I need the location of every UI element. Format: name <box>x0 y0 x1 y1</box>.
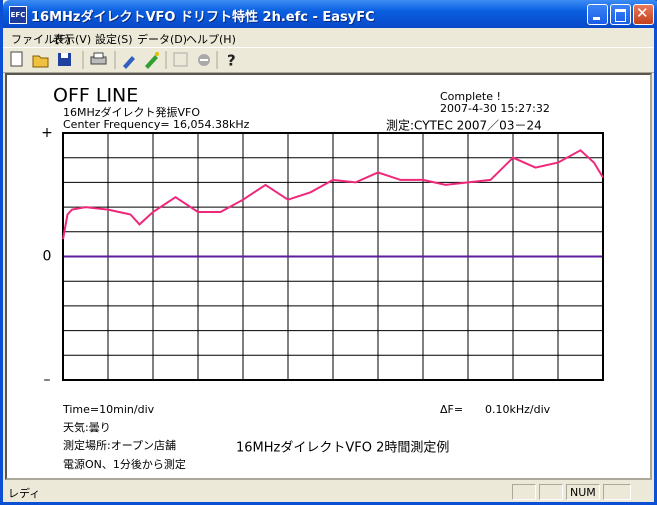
help-button[interactable]: ? <box>227 52 236 70</box>
status-num: NUM <box>566 484 600 500</box>
center-frequency: Center Frequency= 16,054.38kHz <box>63 118 250 131</box>
note: 天気:曇り <box>63 420 111 434</box>
caption: 16MHzダイレクトVFO 2時間測定例 <box>236 441 449 456</box>
menu-item[interactable]: 表示(V) <box>53 33 92 46</box>
y-axis-label: ΔF= <box>440 403 463 416</box>
print-button[interactable] <box>90 52 107 65</box>
app-icon: EFC <box>9 6 27 24</box>
status-text: Complete ! <box>440 90 501 103</box>
svg-text:?: ? <box>227 52 236 70</box>
menu-item[interactable]: データ(D) <box>137 33 188 46</box>
plot-frame <box>62 132 604 381</box>
edit-button[interactable] <box>145 52 159 69</box>
note: 測定場所:オープン店舗 <box>63 438 176 452</box>
subtitle: 16MHzダイレクト発振VFO <box>63 105 200 119</box>
y-tick-label: + <box>41 125 53 141</box>
status-bar: レディ NUM <box>3 482 654 502</box>
status-pane <box>512 484 536 500</box>
x-axis-label: Time=10min/div <box>62 403 155 416</box>
chart-title: OFF LINE <box>53 85 138 107</box>
y-tick-label: – <box>44 372 51 388</box>
save-button[interactable] <box>58 53 71 66</box>
y-scale: 0.10kHz/div <box>485 403 551 416</box>
menu-item[interactable]: ヘルプ(H) <box>186 33 236 46</box>
graph-button <box>173 52 188 67</box>
trace-line <box>62 149 604 240</box>
minimize-button[interactable] <box>587 4 608 25</box>
status-message: レディ <box>8 487 41 500</box>
toolbar-icons: ? <box>10 51 236 70</box>
title-bar: EFC 16MHzダイレクトVFO ドリフト特性 2h.efc - EasyFC… <box>3 0 657 28</box>
stop-button <box>198 54 210 66</box>
client-area: +0 – OFF LINE 16MHzダイレクト発振VFO Center Frequen… <box>5 73 652 480</box>
status-pane <box>539 484 563 500</box>
menu-item[interactable]: 設定(S) <box>95 33 133 46</box>
note: 電源ON、1分後から測定 <box>63 457 186 471</box>
measured-by: 測定:CYTEC 2007／03－24 <box>386 118 542 133</box>
menu-bar: ファイル(F) 表示(V) 設定(S) データ(D) ヘルプ(H) <box>3 28 654 46</box>
settings-button[interactable] <box>123 56 135 69</box>
status-pane <box>603 484 631 500</box>
maximize-button[interactable] <box>610 4 631 25</box>
y-tick-label: 0 <box>43 249 52 265</box>
close-button[interactable]: ✕ <box>633 4 654 25</box>
timestamp: 2007-4-30 15:27:32 <box>440 102 550 115</box>
new-button[interactable] <box>10 51 23 67</box>
menu-item[interactable]: ファイル(F) <box>11 33 70 46</box>
toolbar: ? <box>3 47 654 73</box>
open-button[interactable] <box>32 55 49 68</box>
window-title: 16MHzダイレクトVFO ドリフト特性 2h.efc - EasyFC <box>31 10 375 25</box>
